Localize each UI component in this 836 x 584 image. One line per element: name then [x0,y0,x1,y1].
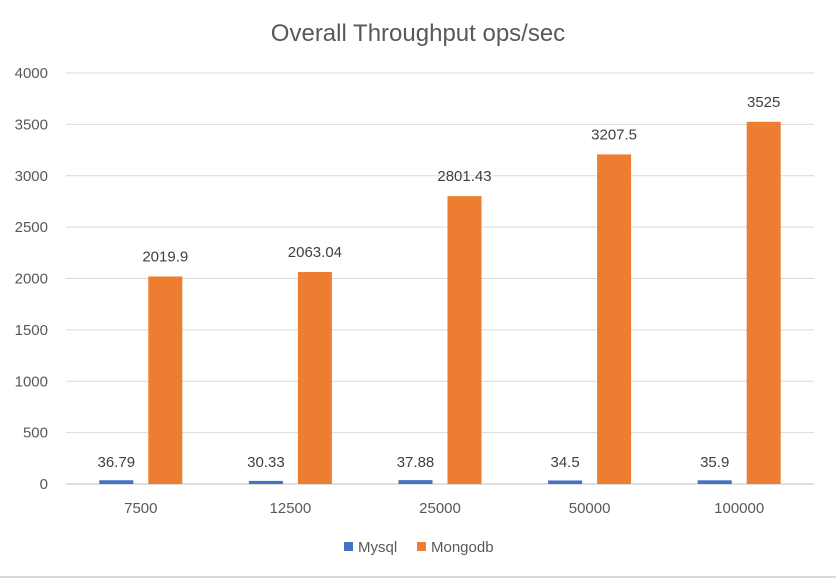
y-tick-label: 3000 [15,168,48,185]
y-tick-label: 0 [40,476,48,493]
data-labels: 36.79 2019.9 30.33 2063.04 37.88 2801.43 34.5 3… [98,94,781,471]
bars [99,121,781,485]
data-label-mysql: 30.33 [247,454,285,471]
x-tick-label: 7500 [124,500,157,517]
y-tick-label: 1000 [15,373,48,390]
data-label-mysql: 36.79 [98,454,136,471]
y-tick-label: 4000 [15,65,48,82]
bar-mongodb [746,121,781,485]
y-tick-label: 3500 [15,116,48,133]
data-label-mysql: 35.9 [700,454,729,471]
bar-mysql [248,480,283,484]
gridlines [66,72,814,485]
legend-swatch-mysql [344,542,353,551]
x-tick-label: 50000 [569,500,611,517]
bar-mysql [99,480,134,484]
y-tick-label: 2500 [15,219,48,236]
bar-mongodb [447,196,482,484]
bar-mongodb [597,154,632,484]
x-tick-label: 12500 [270,500,312,517]
data-label-mongodb: 3525 [747,94,780,111]
data-label-mongodb: 2019.9 [142,248,188,265]
y-tick-label: 1500 [15,322,48,339]
x-axis-tick-labels: 7500 12500 25000 50000 100000 [124,500,764,517]
y-axis-tick-labels: 0 500 1000 1500 2000 2500 3000 3500 4000 [15,65,48,493]
data-label-mongodb: 2801.43 [437,168,491,185]
chart-title: Overall Throughput ops/sec [271,20,565,47]
bar-mysql [398,480,433,484]
bar-mongodb [297,272,332,484]
data-label-mysql: 37.88 [397,454,435,471]
y-tick-label: 500 [23,425,48,442]
legend: Mysql Mongodb [344,539,494,556]
bar-mongodb [148,276,183,484]
legend-swatch-mongodb [417,542,426,551]
data-label-mongodb: 2063.04 [288,244,342,261]
x-tick-label: 25000 [419,500,461,517]
x-tick-label: 100000 [714,500,764,517]
bar-mysql [548,480,583,484]
y-tick-label: 2000 [15,271,48,288]
legend-label-mysql: Mysql [358,539,397,556]
data-label-mongodb: 3207.5 [591,126,637,143]
legend-label-mongodb: Mongodb [431,539,494,556]
bar-mysql [697,480,732,484]
data-label-mysql: 34.5 [550,454,579,471]
